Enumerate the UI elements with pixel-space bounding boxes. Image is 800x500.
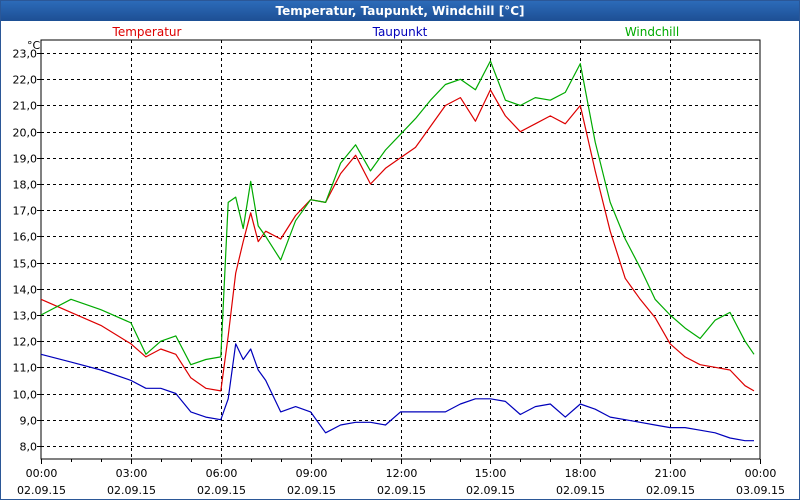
- window-title: Temperatur, Taupunkt, Windchill [°C]: [1, 1, 799, 21]
- series-line-temperatur: [40, 89, 755, 392]
- x-tick-date-label: 02.09.15: [197, 484, 246, 497]
- series-line-windchill: [40, 60, 755, 366]
- x-tick-date-label: 02.09.15: [556, 484, 605, 497]
- x-tick-time-label: 18:00: [565, 467, 597, 480]
- x-tick-time-label: 03:00: [116, 467, 148, 480]
- y-tick-label: 18,0: [13, 179, 38, 192]
- y-tick-label: 10,0: [13, 389, 38, 402]
- plot-frame: [40, 39, 761, 460]
- y-tick-label: 20,0: [13, 127, 38, 140]
- x-tick-date-label: 02.09.15: [466, 484, 515, 497]
- x-tick-time-label: 06:00: [206, 467, 238, 480]
- x-tick-date-label: 02.09.15: [287, 484, 336, 497]
- grid: [40, 39, 761, 460]
- y-tick-label: 16,0: [13, 231, 38, 244]
- legend-temperatur: Temperatur: [112, 25, 182, 39]
- y-tick-label: 14,0: [13, 284, 38, 297]
- x-tick-date-label: 02.09.15: [646, 484, 695, 497]
- y-tick-label: 13,0: [13, 310, 38, 323]
- x-axis: 00:00 02.09.15 03:00 02.09.15 06:00 02.09.15 0…: [17, 459, 785, 497]
- y-axis: 8,0 9,0 10,0 11,0 12,0 13,0 14,0 15,0 16,0 17,0 18…: [13, 48, 41, 454]
- y-tick-label: 21,0: [13, 100, 38, 113]
- legend: Temperatur Taupunkt Windchill: [112, 25, 680, 39]
- x-tick-time-label: 21:00: [655, 467, 687, 480]
- x-tick-time-label: 00:00: [26, 467, 58, 480]
- y-tick-label: 19,0: [13, 153, 38, 166]
- x-tick-time-label: 09:00: [296, 467, 328, 480]
- y-tick-label: 11,0: [13, 362, 38, 375]
- x-tick-date-label: 02.09.15: [377, 484, 426, 497]
- series-group: [40, 60, 755, 442]
- legend-windchill: Windchill: [625, 25, 679, 39]
- y-tick-label: 22,0: [13, 74, 38, 87]
- y-tick-label: 17,0: [13, 205, 38, 218]
- y-tick-label: 23,0: [13, 48, 38, 61]
- x-tick-time-label: 15:00: [475, 467, 507, 480]
- y-tick-label: 8,0: [20, 441, 38, 454]
- x-tick-date-label: 02.09.15: [107, 484, 156, 497]
- y-tick-label: 12,0: [13, 336, 38, 349]
- x-tick-date-label: 02.09.15: [17, 484, 66, 497]
- y-tick-label: 9,0: [20, 415, 38, 428]
- x-tick-time-label: 12:00: [386, 467, 418, 480]
- series-line-taupunkt: [40, 343, 754, 442]
- y-tick-label: 15,0: [13, 258, 38, 271]
- y-axis-unit-label: °C: [27, 39, 41, 52]
- x-tick-date-label: 03.09.15: [736, 484, 785, 497]
- legend-taupunkt: Taupunkt: [372, 25, 428, 39]
- x-tick-time-label: 00:00: [745, 467, 777, 480]
